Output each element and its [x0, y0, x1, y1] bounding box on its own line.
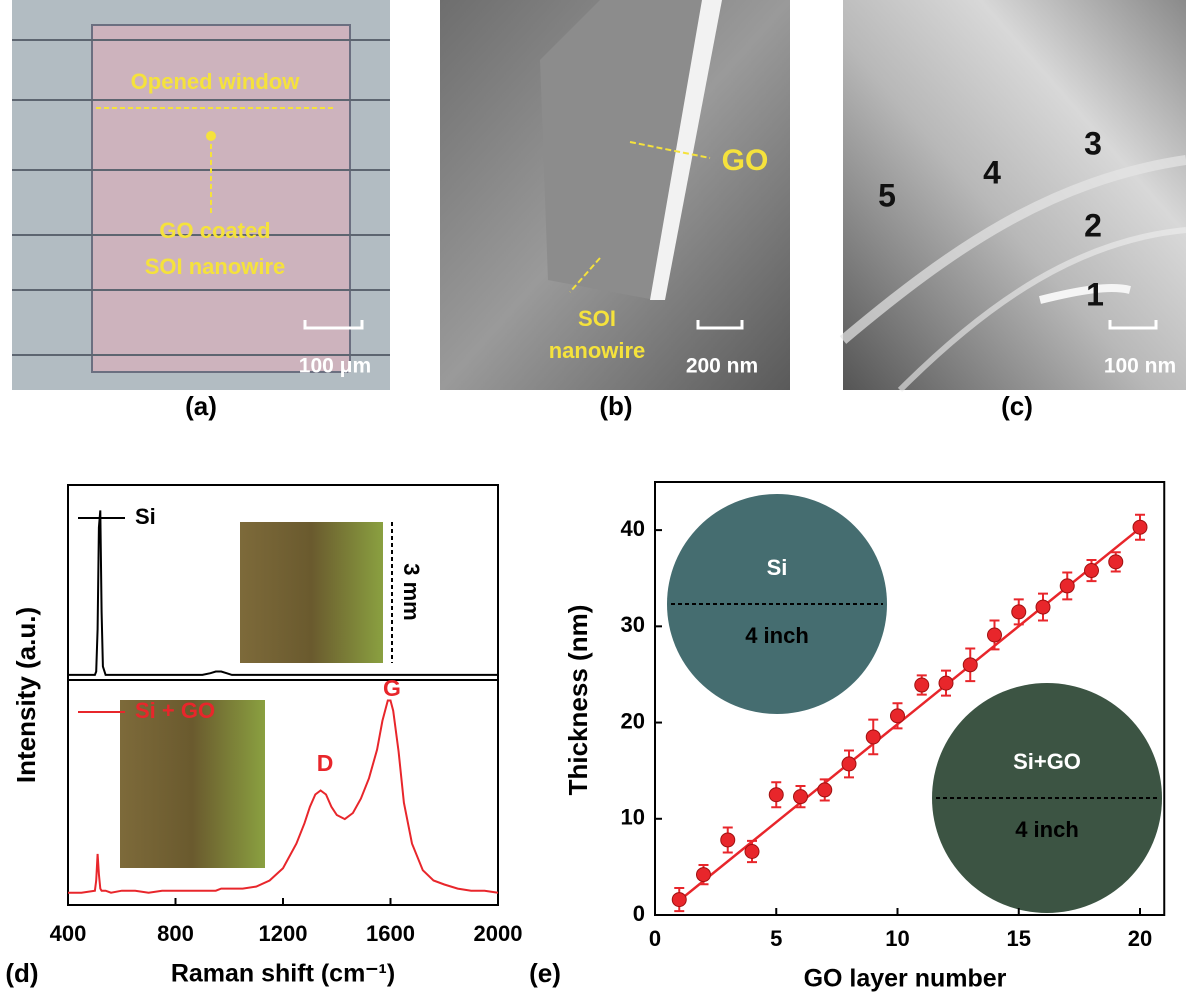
- label: GO: [722, 144, 769, 177]
- waveguides: [12, 39, 390, 356]
- scale-bar: [303, 320, 364, 330]
- label: 400: [50, 921, 87, 946]
- label: (a): [185, 391, 217, 421]
- label: 1200: [259, 921, 308, 946]
- label: 15: [1007, 926, 1031, 951]
- label: 20: [1128, 926, 1152, 951]
- inset-chip: [240, 522, 383, 663]
- nanowire-edge: [650, 0, 722, 300]
- label: Thickness (nm): [563, 605, 593, 796]
- label: 5: [770, 926, 782, 951]
- data-point: [841, 756, 857, 772]
- spectrum-line: [68, 510, 498, 676]
- data-point: [720, 832, 736, 848]
- label: GO layer number: [804, 965, 1007, 993]
- nanowire: [540, 0, 715, 300]
- label: 0: [633, 901, 645, 926]
- data-point: [696, 867, 711, 883]
- label: 0: [649, 926, 661, 951]
- label: 20: [621, 708, 645, 733]
- opened-window: [91, 24, 351, 373]
- label: nanowire: [549, 338, 646, 363]
- label: 1: [1086, 276, 1104, 312]
- arrow: [569, 257, 601, 293]
- label: Intensity (a.u.): [11, 607, 41, 783]
- data-point: [793, 789, 808, 805]
- label: (b): [599, 391, 632, 421]
- label: 3 mm: [399, 563, 424, 620]
- label: 30: [621, 612, 645, 637]
- micrograph-c: [843, 0, 1186, 390]
- data-point: [744, 843, 760, 859]
- data-point: [1132, 519, 1148, 535]
- label: 200 nm: [686, 355, 758, 378]
- scale-bar: [1108, 320, 1158, 330]
- data-point: [890, 708, 905, 724]
- data-point: [987, 627, 1002, 643]
- flake-edge: [1039, 284, 1131, 304]
- data-point: [938, 675, 954, 691]
- label: 10: [621, 805, 645, 830]
- label: G: [383, 675, 401, 701]
- label: Raman shift (cm⁻¹): [171, 960, 395, 988]
- spectrum-line: [68, 699, 499, 894]
- label: 3: [1084, 125, 1102, 161]
- label: 10: [885, 926, 909, 951]
- label: Opened window: [131, 69, 301, 94]
- label: SOI nanowire: [145, 254, 286, 279]
- data-point: [914, 677, 930, 693]
- label: Si + GO: [135, 698, 215, 723]
- label: 100 nm: [1104, 355, 1176, 378]
- data-point: [962, 657, 978, 673]
- data-point: [1011, 604, 1027, 620]
- plot-frame: [654, 481, 1166, 916]
- arrow: [629, 141, 711, 159]
- label: 40: [621, 516, 645, 541]
- label: 2: [1084, 207, 1102, 243]
- label: Si: [767, 555, 788, 580]
- label: 2000: [474, 921, 523, 946]
- data-point: [1059, 578, 1075, 594]
- label: (c): [1001, 391, 1033, 421]
- label: SOI: [578, 306, 616, 331]
- data-point: [1084, 563, 1099, 579]
- label: 100 μm: [299, 355, 371, 378]
- scale-bar: [696, 320, 744, 330]
- label: 5: [878, 177, 896, 213]
- data-point: [817, 782, 833, 798]
- inset-chip: [120, 700, 265, 868]
- label: 4: [983, 154, 1001, 190]
- data-point: [1035, 599, 1051, 615]
- wafer: [932, 683, 1162, 913]
- data-point: [1108, 554, 1124, 570]
- label: D: [317, 750, 334, 776]
- data-point: [768, 787, 784, 803]
- label: Si+GO: [1013, 749, 1081, 774]
- label: (e): [529, 958, 561, 988]
- data-point: [865, 729, 881, 745]
- label: 4 inch: [745, 623, 809, 648]
- data-point: [671, 892, 687, 908]
- label: 4 inch: [1015, 817, 1079, 842]
- flake-edge: [839, 155, 1186, 344]
- label: GO coated: [159, 218, 270, 243]
- label: 800: [157, 921, 194, 946]
- label: Si: [135, 504, 156, 529]
- flake-edge: [897, 227, 1186, 393]
- label: 1600: [366, 921, 415, 946]
- label: (d): [5, 958, 38, 988]
